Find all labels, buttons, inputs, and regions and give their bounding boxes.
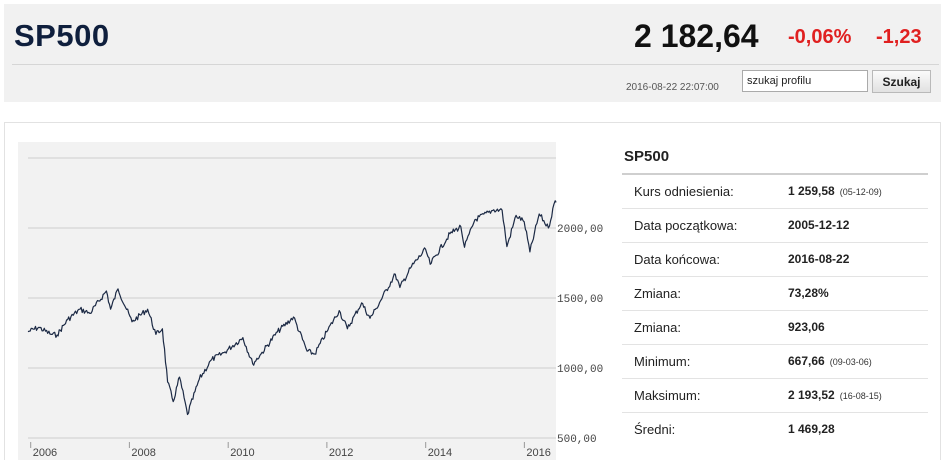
y-tick-label: 500,00 (557, 434, 597, 446)
statistics-row: Średni: 1 469,28 (622, 413, 928, 446)
current-price: 2 182,64 (634, 18, 759, 54)
statistics-value-number: 2005-12-12 (788, 218, 850, 232)
statistics-value: 2016-08-22 (788, 252, 849, 266)
statistics-value-date: (05-12-09) (839, 187, 882, 197)
statistics-row: Data końcowa: 2016-08-22 (622, 243, 928, 277)
x-tick-label: 2014 (428, 447, 452, 459)
statistics-value-number: 2016-08-22 (788, 252, 850, 266)
statistics-value: 2 193,52 (16-08-15) (788, 388, 882, 402)
info-title: SP500 (624, 148, 670, 165)
statistics-label: Zmiana: (634, 286, 681, 301)
change-absolute: -1,23 (876, 26, 922, 48)
statistics-row: Zmiana: 923,06 (622, 311, 928, 345)
statistics-value: 73,28% (788, 286, 829, 300)
y-tick-label: 1000,00 (557, 364, 603, 376)
y-tick-label: 1500,00 (557, 294, 603, 306)
statistics-label: Kurs odniesienia: (634, 184, 734, 199)
statistics-label: Data początkowa: (634, 218, 738, 233)
quote-timestamp: 2016-08-22 22:07:00 (626, 82, 719, 93)
statistics-label: Średni: (634, 422, 676, 437)
y-axis-area (556, 142, 610, 460)
statistics-table: Kurs odniesienia: 1 259,58 (05-12-09) Data … (622, 175, 928, 446)
statistics-value: 1 469,28 (788, 422, 835, 436)
price-series-line (27, 200, 557, 416)
info-divider (622, 173, 928, 175)
statistics-row: Maksimum: 2 193,52 (16-08-15) (622, 379, 928, 413)
price-chart[interactable]: 2000,00 1500,00 1000,00 500,00 2006 2008 2010 2… (18, 142, 610, 460)
header-divider (12, 64, 939, 65)
statistics-value-number: 1 469,28 (788, 422, 835, 436)
price-chart-svg: 2000,00 1500,00 1000,00 500,00 2006 2008 2010 2… (18, 142, 610, 460)
x-tick-label: 2006 (33, 447, 57, 459)
x-tick-label: 2010 (230, 447, 254, 459)
y-tick-label: 2000,00 (557, 224, 603, 236)
statistics-row: Zmiana: 73,28% (622, 277, 928, 311)
ticker-symbol: SP500 (14, 18, 110, 53)
plot-background (18, 142, 610, 460)
statistics-row: Kurs odniesienia: 1 259,58 (05-12-09) (622, 175, 928, 209)
statistics-value: 2005-12-12 (788, 218, 849, 232)
statistics-value-number: 73,28% (788, 286, 829, 300)
statistics-value-date: (09-03-06) (829, 357, 872, 367)
statistics-label: Maksimum: (634, 388, 701, 403)
change-percent: -0,06% (788, 26, 852, 48)
statistics-label: Zmiana: (634, 320, 681, 335)
statistics-row: Data początkowa: 2005-12-12 (622, 209, 928, 243)
x-tick-label: 2012 (329, 447, 353, 459)
statistics-value: 667,66 (09-03-06) (788, 354, 872, 368)
statistics-value-number: 1 259,58 (788, 184, 835, 198)
x-tick-label: 2016 (526, 447, 550, 459)
statistics-value: 923,06 (788, 320, 825, 334)
quote-header: SP500 2 182,64 -0,06% -1,23 2016-08-22 2… (4, 4, 941, 102)
statistics-label: Minimum: (634, 354, 691, 369)
statistics-row: Minimum: 667,66 (09-03-06) (622, 345, 928, 379)
statistics-value-number: 2 193,52 (788, 388, 835, 402)
statistics-value-number: 667,66 (788, 354, 825, 368)
statistics-label: Data końcowa: (634, 252, 720, 267)
profile-search-input[interactable] (742, 70, 868, 92)
x-tick-label: 2008 (131, 447, 155, 459)
statistics-value-date: (16-08-15) (839, 391, 882, 401)
statistics-value-number: 923,06 (788, 320, 825, 334)
search-button[interactable]: Szukaj (872, 70, 931, 93)
statistics-value: 1 259,58 (05-12-09) (788, 184, 882, 198)
